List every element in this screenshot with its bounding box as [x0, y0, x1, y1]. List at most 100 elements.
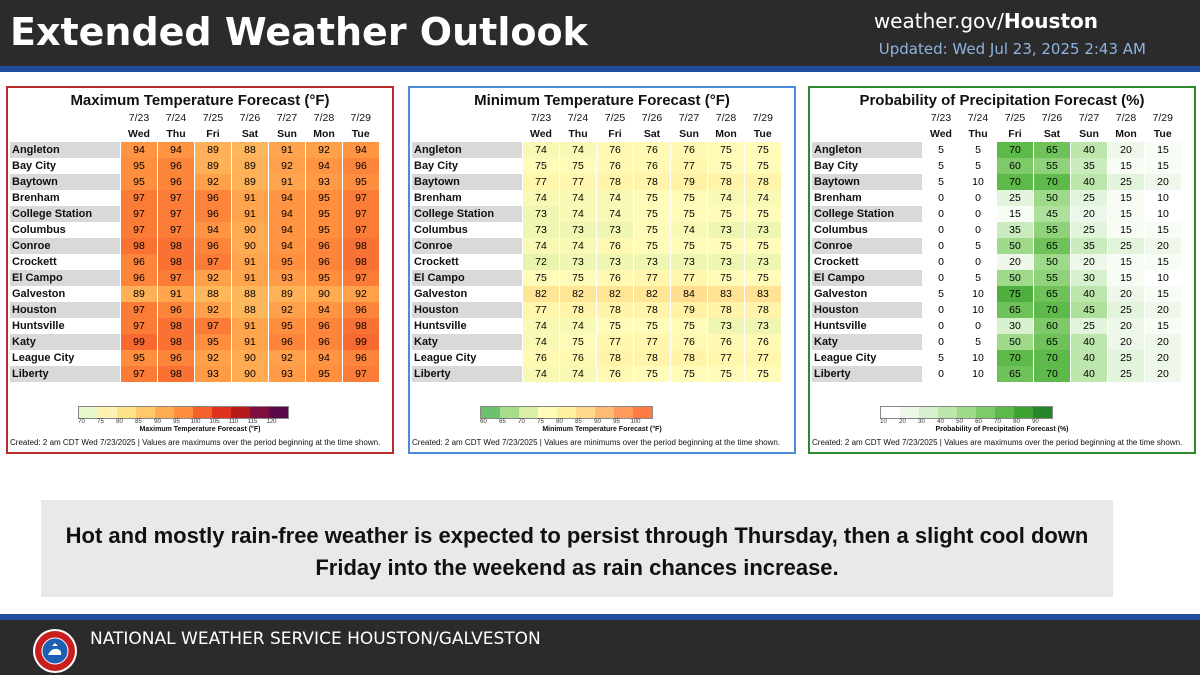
pop-cell: 20: [1107, 334, 1145, 350]
min-temp-cell: 73: [596, 254, 634, 270]
max-temp-cell: 94: [342, 142, 379, 158]
min-temp-cell: 77: [596, 334, 634, 350]
min-temp-cell: 76: [522, 350, 560, 366]
table-row: Conroe 0 5 50 65 35 25 20: [812, 238, 1181, 254]
date-header: 7/24: [165, 112, 187, 124]
weekday-header: Thu: [166, 128, 186, 140]
max-temp-cell: 96: [342, 302, 379, 318]
max-temp-cell: 98: [120, 238, 158, 254]
date-header: 7/24: [967, 112, 989, 124]
min-temp-cell: 73: [670, 254, 708, 270]
weekday-header: Mon: [1115, 128, 1137, 140]
min-temp-cell: 74: [559, 142, 597, 158]
pop-cell: 35: [1070, 158, 1108, 174]
min-temp-table: 7/23 7/24 7/25 7/26 7/27 7/28 7/29 Wed Thu Fri Sat…: [412, 110, 781, 382]
date-header: 7/28: [313, 112, 335, 124]
max-temp-table: 7/23 7/24 7/25 7/26 7/27 7/28 7/29 Wed Thu Fri Sat…: [10, 110, 379, 382]
pop-cell: 0: [922, 302, 960, 318]
pop-cell: 15: [1107, 270, 1145, 286]
min-temp-cell: 75: [633, 238, 671, 254]
city-label: Columbus: [414, 224, 468, 236]
legend-swatch: [500, 407, 519, 418]
min-temp-cell: 78: [633, 302, 671, 318]
updated-timestamp: Updated: Wed Jul 23, 2025 2:43 AM: [878, 40, 1146, 58]
pop-cell: 65: [1033, 286, 1071, 302]
min-temp-footnote: Created: 2 am CDT Wed 7/23/2025 | Values…: [412, 438, 781, 447]
pop-cell: 5: [959, 158, 997, 174]
table-row: Huntsville 0 0 30 60 25 20 15: [812, 318, 1181, 334]
max-temp-cell: 97: [120, 190, 158, 206]
max-temp-cell: 97: [157, 270, 195, 286]
city-label: Liberty: [412, 366, 523, 382]
max-temp-cell: 91: [157, 286, 195, 302]
pop-cell: 15: [1107, 158, 1145, 174]
site-link[interactable]: weather.gov/Houston: [874, 9, 1098, 33]
pop-cell: 0: [922, 254, 960, 270]
min-temp-cell: 75: [744, 206, 781, 222]
legend-tick: 50: [956, 419, 963, 425]
weekday-header: Wed: [128, 128, 150, 140]
min-temp-cell: 75: [707, 206, 745, 222]
city-label: Crockett: [12, 256, 57, 268]
city-label: College Station: [412, 206, 523, 222]
pop-cell: 40: [1070, 366, 1108, 382]
legend-swatch: [117, 407, 136, 418]
pop-legend: [880, 406, 1053, 419]
footer-stripe: [0, 614, 1200, 620]
weekday-header: Thu: [568, 128, 588, 140]
max-temp-cell: 89: [194, 142, 232, 158]
max-temp-cell: 97: [120, 206, 158, 222]
max-temp-cell: 89: [231, 174, 269, 190]
min-temp-cell: 75: [596, 318, 634, 334]
max-temp-cell: 96: [194, 190, 232, 206]
legend-tick: 100: [190, 419, 201, 425]
legend-swatch: [174, 407, 193, 418]
legend-swatch: [976, 407, 995, 418]
pop-cell: 10: [959, 350, 997, 366]
max-temp-cell: 93: [268, 366, 306, 382]
pop-cell: 70: [1033, 350, 1071, 366]
legend-tick: 70: [994, 419, 1001, 425]
table-row: Bay City 95 96 89 89 92 94 96: [10, 158, 379, 174]
pop-cell: 0: [959, 190, 997, 206]
min-temp-cell: 75: [744, 142, 781, 158]
pop-legend-caption: Probability of Precipitation Forecast (%…: [935, 426, 1069, 433]
min-temp-cell: 76: [559, 350, 597, 366]
min-temp-cell: 75: [633, 190, 671, 206]
pop-cell: 10: [959, 174, 997, 190]
min-temp-cell: 73: [707, 318, 745, 334]
date-header: 7/28: [1115, 112, 1137, 124]
weekday-header: Sun: [679, 128, 699, 140]
max-temp-cell: 97: [342, 270, 379, 286]
min-temp-cell: 78: [707, 174, 745, 190]
min-temp-legend-caption: Minimum Temperature Forecast (°F): [542, 426, 662, 433]
city-label: Baytown: [412, 174, 523, 190]
min-temp-cell: 75: [707, 238, 745, 254]
legend-tick: 90: [594, 419, 601, 425]
max-temp-cell: 96: [194, 206, 232, 222]
max-temp-cell: 94: [120, 142, 158, 158]
max-temp-cell: 88: [231, 142, 269, 158]
legend-tick: 10: [880, 419, 887, 425]
pop-cell: 10: [1144, 206, 1181, 222]
max-temp-cell: 91: [268, 174, 306, 190]
min-temp-cell: 75: [559, 158, 597, 174]
max-temp-cell: 97: [157, 190, 195, 206]
min-temp-cell: 74: [522, 318, 560, 334]
max-temp-cell: 95: [268, 318, 306, 334]
min-temp-cell: 75: [633, 318, 671, 334]
legend-tick: 20: [899, 419, 906, 425]
date-header: 7/24: [567, 112, 589, 124]
min-temp-cell: 83: [744, 286, 781, 302]
min-temp-cell: 74: [559, 318, 597, 334]
table-row: Liberty 0 10 65 70 40 25 20: [812, 366, 1181, 382]
date-header: 7/23: [530, 112, 552, 124]
min-temp-cell: 73: [522, 222, 560, 238]
pop-cell: 75: [996, 286, 1034, 302]
min-temp-cell: 74: [559, 238, 597, 254]
max-temp-cell: 98: [157, 254, 195, 270]
max-temp-cell: 99: [342, 334, 379, 350]
pop-cell: 25: [1107, 302, 1145, 318]
pop-cell: 20: [1107, 318, 1145, 334]
table-row: Houston 77 78 78 78 79 78 78: [412, 302, 781, 318]
